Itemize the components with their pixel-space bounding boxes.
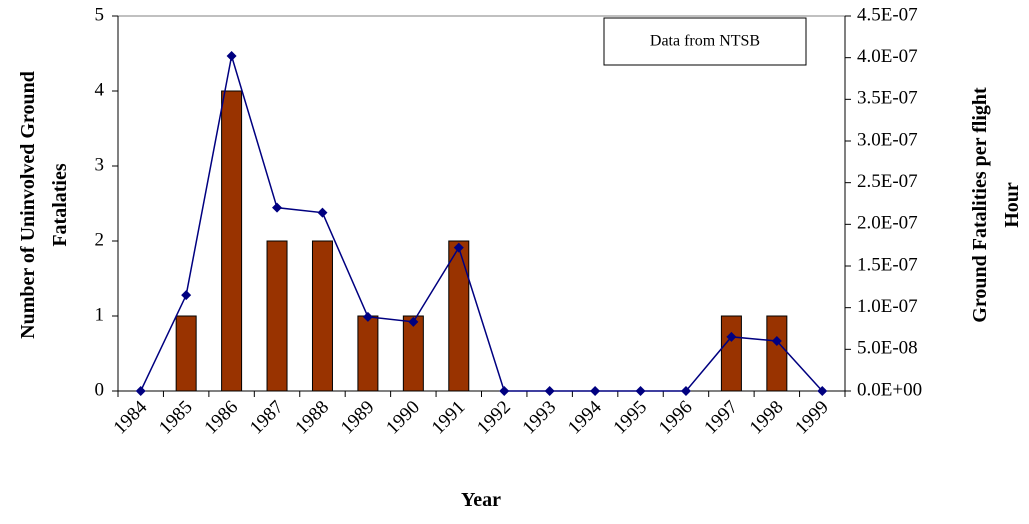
x-tick-label: 1996	[655, 397, 697, 439]
x-tick-label: 1988	[291, 397, 333, 439]
x-tick-label: 1989	[337, 397, 379, 439]
point	[817, 386, 828, 396]
point	[317, 207, 328, 218]
y2-tick-label: 3.0E-07	[857, 129, 918, 150]
y2-tick-label: 1.5E-07	[857, 254, 918, 275]
point	[272, 202, 283, 213]
x-tick-label: 1987	[246, 397, 288, 439]
point	[590, 386, 601, 396]
x-tick-label: 1997	[700, 397, 742, 439]
annotation: Data from NTSB	[650, 33, 760, 50]
bar	[766, 315, 788, 392]
x-tick-label: 1991	[428, 397, 470, 439]
x-tick-label: 1994	[564, 396, 606, 438]
y-tick-label: 3	[95, 154, 105, 175]
y2-tick-label: 4.5E-07	[857, 4, 918, 25]
point	[181, 290, 192, 301]
line	[140, 55, 823, 392]
y-axis-title: Number of Uninvolved Ground Fatalaties	[17, 71, 71, 339]
x-tick-label: 1995	[609, 397, 651, 439]
y-tick-label: 0	[95, 379, 105, 400]
bar	[311, 240, 333, 392]
point	[408, 316, 419, 327]
y-tick-label: 4	[95, 79, 105, 100]
bar	[357, 315, 379, 392]
x-tick-label: 1992	[473, 397, 515, 439]
point	[499, 386, 510, 396]
point	[680, 386, 691, 396]
x-tick-label: 1984	[110, 396, 152, 438]
bar	[221, 90, 243, 392]
y-tick-label: 2	[95, 229, 105, 250]
point	[135, 386, 146, 396]
x-tick-label: 1985	[155, 397, 197, 439]
x-tick-label: 1986	[200, 397, 242, 439]
y-tick-label: 1	[95, 304, 105, 325]
point	[226, 51, 237, 61]
y2-tick-label: 5.0E-08	[857, 338, 918, 359]
x-tick-label: 1990	[382, 397, 424, 439]
point	[362, 311, 373, 322]
y2-axis-title: Ground Fatalities per flight Hour	[969, 87, 1023, 323]
x-tick-label: 1999	[791, 397, 833, 439]
y2-tick-label: 4.0E-07	[857, 46, 918, 67]
x-tick-label: 1998	[746, 397, 788, 439]
y-tick-label: 5	[95, 4, 105, 25]
y2-tick-label: 2.5E-07	[857, 171, 918, 192]
bar	[266, 240, 288, 392]
annotation-box	[603, 17, 807, 66]
point	[635, 386, 646, 396]
y2-tick-label: 3.5E-07	[857, 88, 918, 109]
y2-tick-label: 0.0E+00	[857, 379, 922, 400]
point	[453, 242, 464, 253]
x-tick-label: 1993	[519, 397, 561, 439]
x-axis-title: Year	[461, 489, 501, 511]
y2-tick-label: 2.0E-07	[857, 213, 918, 234]
point	[726, 331, 737, 342]
point	[771, 336, 782, 346]
bar	[720, 315, 742, 392]
bar	[448, 240, 470, 392]
bar	[175, 315, 197, 392]
y2-tick-label: 1.0E-07	[857, 296, 918, 317]
point	[544, 386, 555, 396]
bar	[402, 315, 424, 392]
